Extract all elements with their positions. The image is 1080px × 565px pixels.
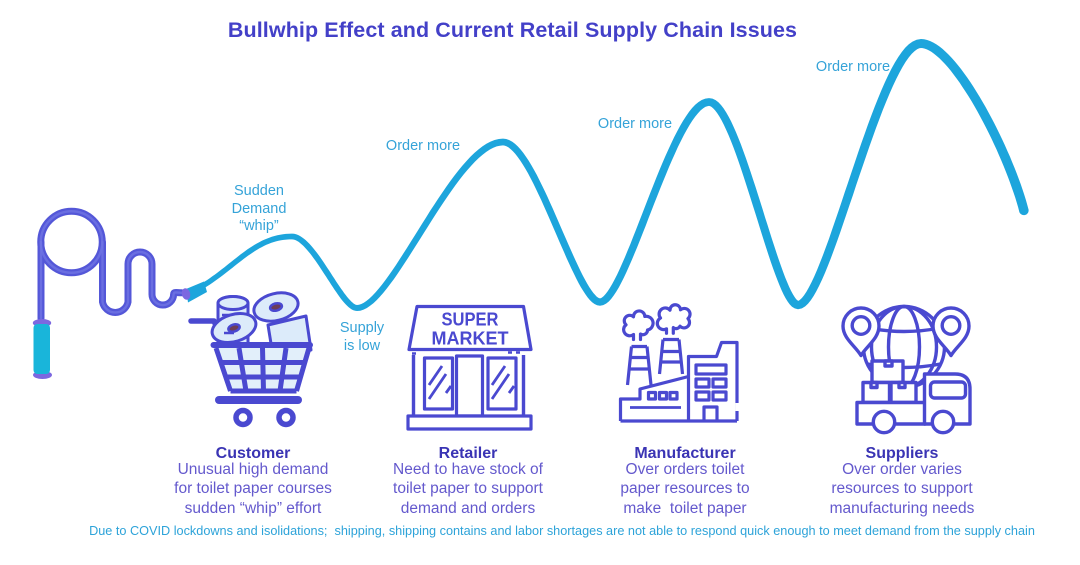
svg-text:SUPER: SUPER (442, 310, 499, 330)
svg-text:MARKET: MARKET (432, 329, 509, 349)
